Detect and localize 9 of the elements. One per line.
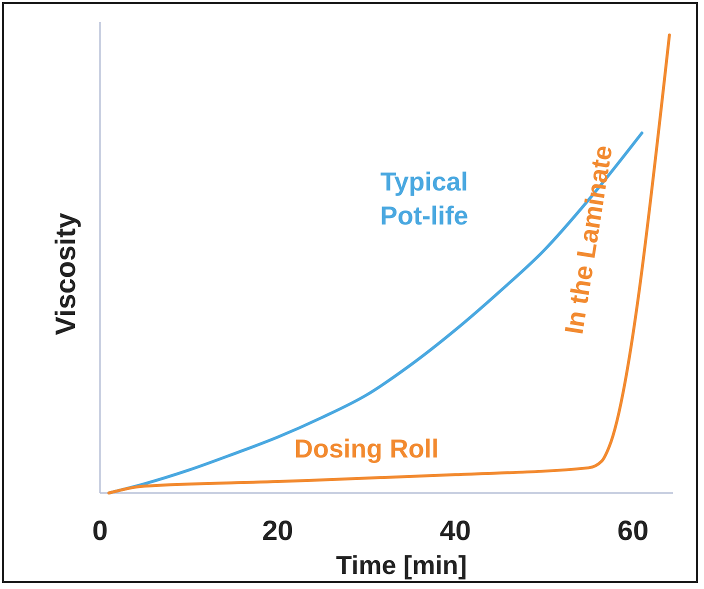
x-tick-label: 20 [262,515,294,546]
text: Typical Pot-life [380,166,468,230]
y-axis-title: Viscosity [50,212,81,336]
x-tick-label: 40 [440,515,471,546]
annotation: Dosing Roll [294,433,439,464]
x-tick-label: 0 [92,515,108,546]
annotation: In the Laminate [558,143,618,336]
x-axis-title: Time [min] [336,550,467,580]
x-tick-label: 60 [617,515,649,546]
